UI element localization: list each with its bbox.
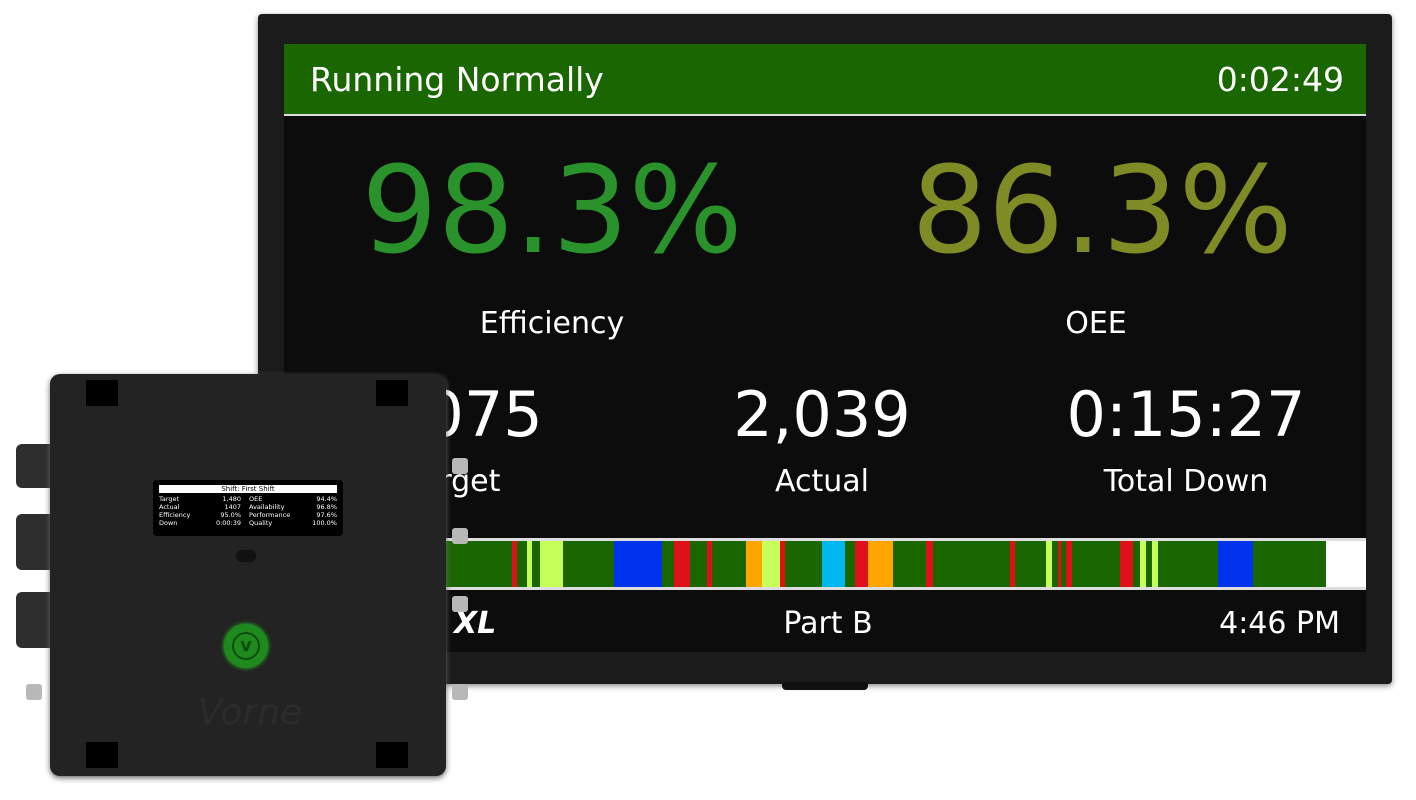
oled-label: Actual [159, 503, 180, 511]
oled-label: Availability [249, 503, 285, 511]
connector [26, 684, 42, 700]
actual-value: 2,039 [733, 378, 911, 451]
connector [452, 596, 468, 612]
oled-value: 94.4% [316, 495, 337, 503]
part-name: Part B [783, 606, 873, 641]
connector [452, 458, 468, 474]
logo: v [224, 624, 268, 668]
oled-row: Target 1,480 [159, 495, 241, 503]
brand: Vorne [197, 692, 303, 733]
oled-label: Target [159, 495, 180, 503]
oled-label: OEE [249, 495, 263, 503]
oled-label: Down [159, 519, 178, 527]
connector [16, 592, 56, 648]
oled-value: 95.0% [220, 511, 241, 519]
actual-label: Actual [775, 464, 869, 499]
device: Shift: First Shift Target 1,480 Actual 1407… [50, 374, 446, 776]
timer: 0:02:49 [1216, 60, 1344, 99]
oled-value: 100.0% [312, 519, 337, 527]
down-value: 0:15:27 [1066, 378, 1306, 451]
connector [452, 684, 468, 700]
clock: 4:46 PM [1219, 606, 1340, 641]
mount-hole [376, 380, 408, 406]
connector [452, 528, 468, 544]
oled-row: Efficiency 95.0% [159, 511, 241, 519]
oled-row: Down 0:00:39 [159, 519, 241, 527]
oled-row: Availability 96.8% [249, 503, 337, 511]
oled-label: Performance [249, 511, 291, 519]
oled-row: OEE 94.4% [249, 495, 337, 503]
screen: Running Normally 0:02:49 98.3% Efficienc… [284, 44, 1366, 652]
status-text: Running Normally [310, 60, 604, 99]
oled-column: Target 1,480 Actual 1407 Efficiency 95.0% Down… [159, 495, 241, 527]
status-bar [284, 44, 1366, 116]
oled-row: Quality 100.0% [249, 519, 337, 527]
oled-value: 1,480 [222, 495, 241, 503]
oee-label: OEE [1065, 306, 1127, 341]
oled-value: 96.8% [316, 503, 337, 511]
oled-value: 1407 [224, 503, 241, 511]
logo-mark: v [232, 632, 260, 660]
mount-hole [376, 742, 408, 768]
sensor [236, 550, 256, 562]
oled-row: Performance 97.6% [249, 511, 337, 519]
oee-value: 86.3% [911, 142, 1293, 281]
oled-column: OEE 94.4% Availability 96.8% Performance 97.6… [249, 495, 337, 527]
down-label: Total Down [1103, 464, 1269, 499]
oled-row: Actual 1407 [159, 503, 241, 511]
timeline [284, 538, 1366, 590]
efficiency-value: 98.3% [361, 142, 743, 281]
oled-label: Efficiency [159, 511, 191, 519]
oled-label: Quality [249, 519, 273, 527]
efficiency-label: Efficiency [479, 306, 625, 341]
oled: Shift: First Shift Target 1,480 Actual 1407… [153, 480, 343, 536]
connector [16, 444, 56, 488]
oled-value: 0:00:39 [215, 519, 241, 527]
connector [16, 514, 56, 570]
monitor-stand [782, 682, 868, 690]
oled-title: Shift: First Shift [159, 485, 337, 493]
mount-hole [86, 742, 118, 768]
mount-hole [86, 380, 118, 406]
oled-value: 97.6% [316, 511, 337, 519]
